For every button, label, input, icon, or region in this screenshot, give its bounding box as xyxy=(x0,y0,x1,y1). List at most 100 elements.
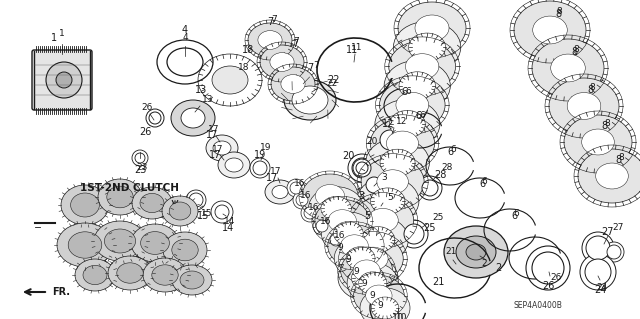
Ellipse shape xyxy=(181,108,205,128)
Ellipse shape xyxy=(396,93,429,117)
Ellipse shape xyxy=(116,263,143,283)
Text: 13: 13 xyxy=(202,95,214,105)
Ellipse shape xyxy=(296,194,308,206)
Text: 26: 26 xyxy=(139,127,151,137)
Ellipse shape xyxy=(131,224,179,262)
Ellipse shape xyxy=(308,187,364,230)
Text: 18: 18 xyxy=(242,45,254,55)
Text: 4: 4 xyxy=(182,33,188,42)
Ellipse shape xyxy=(366,177,382,193)
Ellipse shape xyxy=(400,220,428,248)
Text: 10: 10 xyxy=(392,313,404,319)
Ellipse shape xyxy=(580,254,616,290)
Ellipse shape xyxy=(564,115,632,169)
Ellipse shape xyxy=(582,129,614,155)
Text: 9: 9 xyxy=(337,243,343,253)
Ellipse shape xyxy=(56,72,72,88)
Text: 20: 20 xyxy=(366,137,378,146)
Ellipse shape xyxy=(550,54,585,82)
Text: 15: 15 xyxy=(201,210,212,219)
Ellipse shape xyxy=(143,258,187,292)
Text: 8: 8 xyxy=(618,153,624,162)
Text: 8: 8 xyxy=(615,155,621,165)
Text: 12: 12 xyxy=(382,119,394,129)
Ellipse shape xyxy=(327,231,345,249)
Ellipse shape xyxy=(172,265,212,295)
Text: 8: 8 xyxy=(555,9,561,19)
Ellipse shape xyxy=(163,232,207,268)
Ellipse shape xyxy=(152,265,178,285)
Ellipse shape xyxy=(132,187,172,219)
Ellipse shape xyxy=(338,255,398,301)
Ellipse shape xyxy=(46,62,82,98)
Ellipse shape xyxy=(189,193,203,207)
Text: 4: 4 xyxy=(182,25,188,35)
Text: 14: 14 xyxy=(224,218,236,226)
Ellipse shape xyxy=(272,186,288,198)
Text: 1: 1 xyxy=(59,29,65,39)
Text: 17: 17 xyxy=(266,173,278,183)
Text: 17: 17 xyxy=(212,145,224,154)
Text: 6: 6 xyxy=(401,87,407,97)
Text: 6: 6 xyxy=(511,211,517,221)
Ellipse shape xyxy=(313,217,331,235)
Ellipse shape xyxy=(172,239,198,261)
Ellipse shape xyxy=(157,40,213,84)
Text: 9: 9 xyxy=(377,300,383,309)
Text: 5: 5 xyxy=(387,194,393,203)
Ellipse shape xyxy=(316,185,344,207)
Text: 9: 9 xyxy=(361,279,367,288)
Ellipse shape xyxy=(399,72,435,100)
Ellipse shape xyxy=(367,208,398,232)
Ellipse shape xyxy=(68,232,102,258)
Text: 17: 17 xyxy=(270,167,282,176)
Text: 17: 17 xyxy=(206,130,218,140)
Ellipse shape xyxy=(258,31,282,49)
Text: 12: 12 xyxy=(396,117,408,127)
Text: 22: 22 xyxy=(328,75,340,85)
Ellipse shape xyxy=(141,232,170,254)
Ellipse shape xyxy=(371,119,435,168)
Ellipse shape xyxy=(526,246,570,290)
Ellipse shape xyxy=(253,161,267,175)
Ellipse shape xyxy=(342,235,403,282)
Ellipse shape xyxy=(107,186,133,208)
Ellipse shape xyxy=(371,297,399,319)
Ellipse shape xyxy=(456,236,496,268)
Ellipse shape xyxy=(301,204,319,222)
Text: 17: 17 xyxy=(208,125,220,135)
Ellipse shape xyxy=(132,150,148,166)
Ellipse shape xyxy=(328,210,356,232)
Text: 3: 3 xyxy=(381,174,387,182)
Text: 22: 22 xyxy=(326,78,338,87)
Ellipse shape xyxy=(321,197,351,220)
Ellipse shape xyxy=(135,153,145,163)
Ellipse shape xyxy=(404,224,424,244)
Text: 8: 8 xyxy=(587,85,593,95)
Text: 7: 7 xyxy=(313,62,319,70)
Text: 17: 17 xyxy=(209,150,221,160)
Text: 16: 16 xyxy=(334,232,346,241)
Ellipse shape xyxy=(346,247,375,270)
Ellipse shape xyxy=(304,207,316,219)
Ellipse shape xyxy=(169,202,191,220)
Ellipse shape xyxy=(384,60,451,111)
Ellipse shape xyxy=(149,112,161,124)
Ellipse shape xyxy=(356,162,368,174)
Text: 7: 7 xyxy=(292,39,298,49)
Ellipse shape xyxy=(162,196,198,226)
Text: 6: 6 xyxy=(513,210,519,219)
Text: 6: 6 xyxy=(419,112,425,121)
Ellipse shape xyxy=(218,152,250,178)
Ellipse shape xyxy=(260,45,304,79)
Ellipse shape xyxy=(281,75,305,93)
Text: 25: 25 xyxy=(424,223,436,233)
Ellipse shape xyxy=(347,263,399,304)
Ellipse shape xyxy=(94,221,146,261)
Text: 2: 2 xyxy=(481,259,487,269)
Text: 6: 6 xyxy=(479,179,485,189)
Ellipse shape xyxy=(351,265,385,291)
Ellipse shape xyxy=(328,225,381,267)
Ellipse shape xyxy=(292,86,328,114)
Ellipse shape xyxy=(353,260,380,281)
